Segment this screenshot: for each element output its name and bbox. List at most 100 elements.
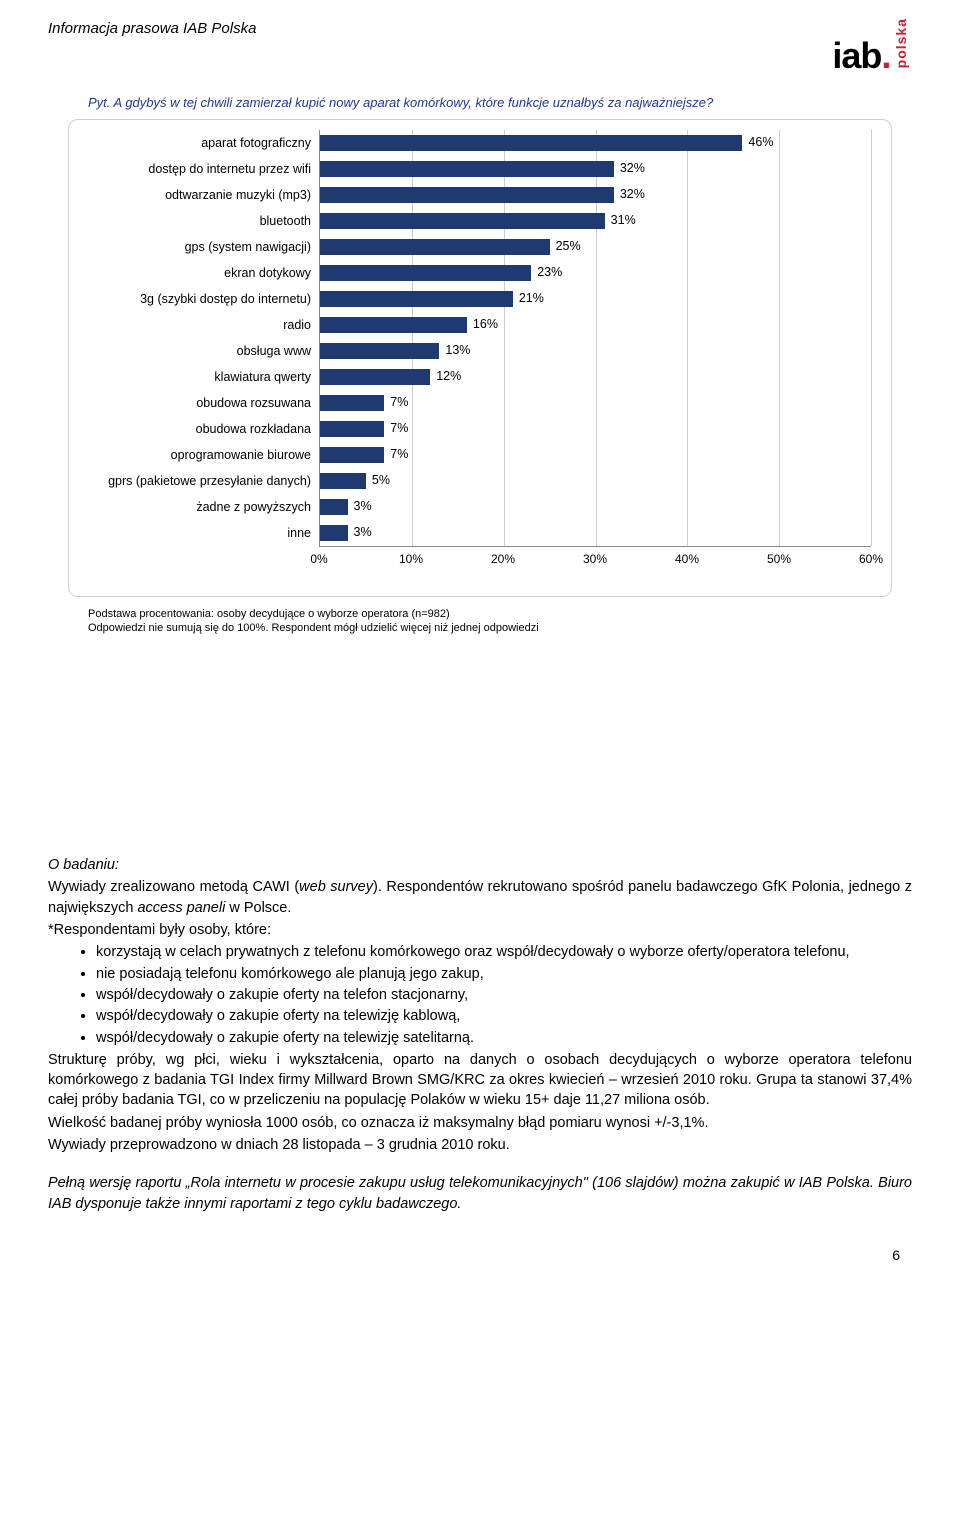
bar-row: 32% (320, 182, 871, 208)
paragraph: Wywiady zrealizowano metodą CAWI (web su… (48, 877, 912, 918)
bar (320, 265, 531, 281)
y-category-label: klawiatura qwerty (89, 364, 319, 390)
x-tick-label: 50% (767, 551, 791, 568)
bullet-list: korzystają w celach prywatnych z telefon… (96, 942, 912, 1047)
x-tick-label: 0% (310, 551, 327, 568)
bar (320, 395, 384, 411)
bar-row: 13% (320, 338, 871, 364)
bar-value-label: 3% (354, 498, 372, 516)
chart-footnote-line: Podstawa procentowania: osoby decydujące… (88, 607, 912, 621)
bar-value-label: 23% (537, 264, 562, 282)
body-text: O badaniu: Wywiady zrealizowano metodą C… (48, 855, 912, 1214)
bar-value-label: 7% (390, 420, 408, 438)
logo-polska: polska (892, 18, 912, 68)
x-tick-label: 40% (675, 551, 699, 568)
bar-value-label: 16% (473, 316, 498, 334)
bar-row: 46% (320, 130, 871, 156)
bar-value-label: 3% (354, 524, 372, 542)
page-header: Informacja prasowa IAB Polska iab. polsk… (0, 0, 960, 70)
term: access paneli (137, 900, 225, 916)
page-number: 6 (0, 1216, 960, 1266)
y-category-label: obudowa rozsuwana (89, 390, 319, 416)
bar-row: 3% (320, 520, 871, 546)
bar (320, 447, 384, 463)
bar-row: 3% (320, 494, 871, 520)
paragraph: Strukturę próby, wg płci, wieku i wykszt… (48, 1050, 912, 1111)
x-tick-label: 60% (859, 551, 883, 568)
y-category-label: radio (89, 312, 319, 338)
chart-plot-wrapper: 46%32%32%31%25%23%21%16%13%12%7%7%7%5%3%… (319, 130, 871, 566)
bar-row: 7% (320, 442, 871, 468)
bar-row: 7% (320, 416, 871, 442)
chart-plot: 46%32%32%31%25%23%21%16%13%12%7%7%7%5%3%… (319, 130, 871, 546)
y-category-label: obudowa rozkładana (89, 416, 319, 442)
bar (320, 343, 439, 359)
y-category-label: aparat fotograficzny (89, 130, 319, 156)
bar-value-label: 32% (620, 186, 645, 204)
logo: iab. polska (832, 18, 912, 70)
bar-value-label: 12% (436, 368, 461, 386)
bar (320, 187, 614, 203)
x-tick-label: 10% (399, 551, 423, 568)
bar (320, 291, 513, 307)
bar-value-label: 13% (445, 342, 470, 360)
section-label: O badaniu: (48, 857, 119, 873)
y-category-label: obsługa www (89, 338, 319, 364)
list-item: nie posiadają telefonu komórkowego ale p… (96, 964, 912, 984)
bar (320, 499, 348, 515)
bar (320, 525, 348, 541)
bar-row: 5% (320, 468, 871, 494)
y-category-label: ekran dotykowy (89, 260, 319, 286)
bar (320, 421, 384, 437)
bar-value-label: 46% (748, 134, 773, 152)
paragraph: Wywiady przeprowadzono w dniach 28 listo… (48, 1135, 912, 1155)
y-category-label: bluetooth (89, 208, 319, 234)
gridline (871, 130, 872, 546)
bar-row: 25% (320, 234, 871, 260)
chart-footnote: Podstawa procentowania: osoby decydujące… (88, 607, 912, 636)
term: web survey (299, 879, 373, 895)
bar-row: 7% (320, 390, 871, 416)
bar (320, 369, 430, 385)
bar-value-label: 21% (519, 290, 544, 308)
list-item: współ/decydowały o zakupie oferty na tel… (96, 1028, 912, 1048)
y-category-label: inne (89, 520, 319, 546)
paragraph: *Respondentami były osoby, które: (48, 920, 912, 940)
bar-row: 23% (320, 260, 871, 286)
y-category-label: gps (system nawigacji) (89, 234, 319, 260)
bar-value-label: 32% (620, 160, 645, 178)
chart-container: aparat fotograficznydostęp do internetu … (68, 119, 892, 597)
bar-row: 12% (320, 364, 871, 390)
bar (320, 135, 742, 151)
chart-question: Pyt. A gdybyś w tej chwili zamierzał kup… (88, 94, 912, 112)
list-item: współ/decydowały o zakupie oferty na tel… (96, 985, 912, 1005)
chart-y-labels: aparat fotograficznydostęp do internetu … (89, 130, 319, 566)
y-category-label: gprs (pakietowe przesyłanie danych) (89, 468, 319, 494)
bar-row: 31% (320, 208, 871, 234)
bar (320, 317, 467, 333)
bar (320, 213, 605, 229)
list-item: korzystają w celach prywatnych z telefon… (96, 942, 912, 962)
bar (320, 239, 550, 255)
y-category-label: oprogramowanie biurowe (89, 442, 319, 468)
y-category-label: odtwarzanie muzyki (mp3) (89, 182, 319, 208)
y-category-label: 3g (szybki dostęp do internetu) (89, 286, 319, 312)
chart-x-axis: 0%10%20%30%40%50%60% (319, 546, 871, 566)
y-category-label: żadne z powyższych (89, 494, 319, 520)
bar-value-label: 31% (611, 212, 636, 230)
logo-dot-icon: . (881, 35, 890, 76)
bar-row: 16% (320, 312, 871, 338)
bar-row: 32% (320, 156, 871, 182)
bar (320, 161, 614, 177)
bar-value-label: 25% (556, 238, 581, 256)
logo-iab: iab. (832, 42, 890, 71)
page-content: Pyt. A gdybyś w tej chwili zamierzał kup… (0, 70, 960, 1214)
chart-footnote-line: Odpowiedzi nie sumują się do 100%. Respo… (88, 621, 912, 635)
list-item: współ/decydowały o zakupie oferty na tel… (96, 1006, 912, 1026)
paragraph-italic: Pełną wersję raportu „Rola internetu w p… (48, 1173, 912, 1214)
x-tick-label: 20% (491, 551, 515, 568)
header-title: Informacja prasowa IAB Polska (48, 18, 256, 39)
paragraph: Wielkość badanej próby wyniosła 1000 osó… (48, 1113, 912, 1133)
bar-row: 21% (320, 286, 871, 312)
x-tick-label: 30% (583, 551, 607, 568)
